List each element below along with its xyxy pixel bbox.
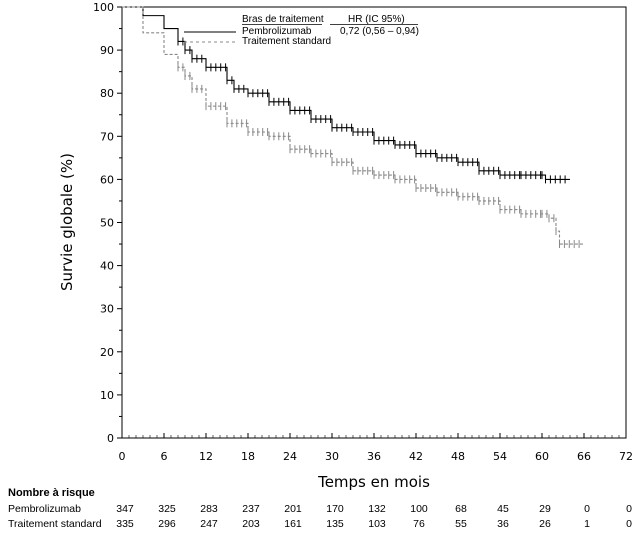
risk-value: 247 — [200, 518, 218, 530]
x-tick-label: 54 — [493, 450, 507, 463]
y-tick-label: 50 — [100, 217, 114, 230]
legend-header-hr: HR (IC 95%) — [348, 14, 405, 25]
risk-value: 55 — [455, 518, 467, 530]
risk-value: 29 — [539, 503, 551, 515]
risk-value: 76 — [413, 518, 425, 530]
risk-value: 103 — [368, 518, 386, 530]
x-tick-label: 12 — [199, 450, 213, 463]
x-tick-label: 72 — [619, 450, 633, 463]
x-tick-label: 66 — [577, 450, 591, 463]
risk-value: 135 — [326, 518, 344, 530]
risk-value: 45 — [497, 503, 509, 515]
legend: Bras de traitement HR (IC 95%) Pembroliz… — [184, 14, 419, 47]
risk-value: 132 — [368, 503, 386, 515]
y-tick-label: 90 — [100, 44, 114, 57]
series-line-standard — [122, 6, 584, 245]
risk-value: 335 — [116, 518, 134, 530]
risk-value: 161 — [284, 518, 302, 530]
risk-value: 201 — [284, 503, 302, 515]
legend-entry-pembrolizumab-hr: 0,72 (0,56 – 0,94) — [340, 26, 419, 37]
legend-entry-pembrolizumab: Pembrolizumab — [242, 26, 312, 37]
y-axis: 0 10 20 30 40 50 60 70 80 90 100 — [93, 1, 122, 445]
plot-frame — [121, 6, 627, 439]
risk-row-label-pembrolizumab: Pembrolizumab — [8, 503, 81, 515]
y-tick-label: 30 — [100, 303, 114, 316]
x-tick-label: 48 — [451, 450, 465, 463]
risk-value: 203 — [242, 518, 260, 530]
x-tick-label: 42 — [409, 450, 423, 463]
legend-header-arm: Bras de traitement — [242, 14, 324, 25]
x-tick-label: 18 — [241, 450, 255, 463]
x-axis: 0 6 12 18 24 30 36 42 48 54 60 66 72 — [119, 433, 633, 463]
y-axis-label: Survie globale (%) — [58, 153, 76, 291]
x-tick-label: 0 — [119, 450, 126, 463]
y-tick-label: 100 — [93, 1, 114, 14]
risk-table-title: Nombre à risque — [8, 487, 95, 499]
risk-value: 36 — [497, 518, 509, 530]
survival-curves — [122, 6, 584, 249]
risk-value: 296 — [158, 518, 176, 530]
risk-value: 100 — [410, 503, 428, 515]
x-tick-label: 6 — [161, 450, 168, 463]
y-tick-label: 20 — [100, 346, 114, 359]
risk-value: 68 — [455, 503, 467, 515]
y-tick-label: 10 — [100, 389, 114, 402]
risk-value: 0 — [584, 503, 590, 515]
x-tick-label: 30 — [325, 450, 339, 463]
legend-entry-standard: Traitement standard — [242, 36, 331, 47]
risk-value: 26 — [539, 518, 551, 530]
y-tick-label: 60 — [100, 173, 114, 186]
risk-value: 1 — [584, 518, 590, 530]
risk-value: 347 — [116, 503, 134, 515]
risk-table: Nombre à risque Pembrolizumab Traitement… — [8, 487, 632, 530]
risk-value: 0 — [626, 518, 632, 530]
x-tick-label: 36 — [367, 450, 381, 463]
x-tick-label: 60 — [535, 450, 549, 463]
x-axis-label: Temps en mois — [317, 473, 430, 491]
risk-value: 325 — [158, 503, 176, 515]
risk-row-label-standard: Traitement standard — [8, 518, 102, 530]
y-tick-label: 40 — [100, 260, 114, 273]
risk-value: 0 — [626, 503, 632, 515]
risk-value: 283 — [200, 503, 218, 515]
x-tick-label: 24 — [283, 450, 297, 463]
risk-value: 170 — [326, 503, 344, 515]
risk-value: 237 — [242, 503, 260, 515]
y-tick-label: 0 — [107, 432, 114, 445]
y-tick-label: 80 — [100, 87, 114, 100]
y-tick-label: 70 — [100, 130, 114, 143]
